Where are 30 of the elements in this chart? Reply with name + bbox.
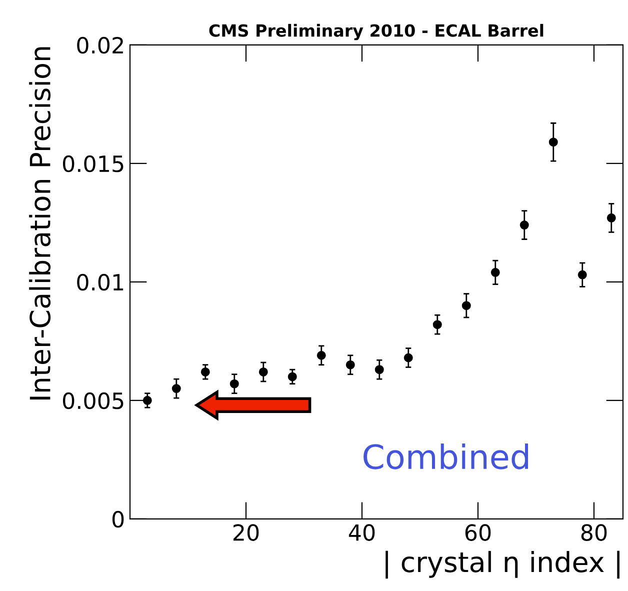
point [258, 367, 268, 376]
y-tick-label: 0.015 [62, 155, 124, 172]
annotation: Combined [364, 444, 528, 470]
y-axis-title: Inter-Calibration Precision [29, 47, 51, 400]
point [172, 384, 181, 394]
point [462, 301, 471, 310]
point [578, 270, 587, 280]
point [316, 350, 326, 360]
point [548, 138, 558, 147]
point [606, 213, 616, 222]
chart-title: CMS Preliminary 2010 - ECAL Barrel [209, 24, 544, 40]
y-tick-label: 0 [112, 510, 124, 528]
point [432, 320, 442, 330]
y-tick-label: 0.005 [62, 392, 124, 410]
point [374, 365, 384, 374]
point [142, 396, 152, 405]
point [200, 367, 210, 376]
point [490, 268, 500, 277]
point [346, 360, 355, 370]
x-tick-label: 80 [581, 524, 607, 541]
point [288, 372, 297, 382]
point [230, 379, 239, 388]
point [520, 220, 529, 230]
x-tick-label: 20 [233, 524, 259, 541]
x-tick-label: 40 [348, 524, 375, 541]
y-tick-label: 0.01 [77, 274, 124, 291]
x-tick-label: 60 [465, 524, 491, 541]
y-tick-label: 0.02 [77, 36, 123, 54]
point [404, 353, 413, 362]
x-axis-title: | crystal η index | [386, 550, 620, 579]
